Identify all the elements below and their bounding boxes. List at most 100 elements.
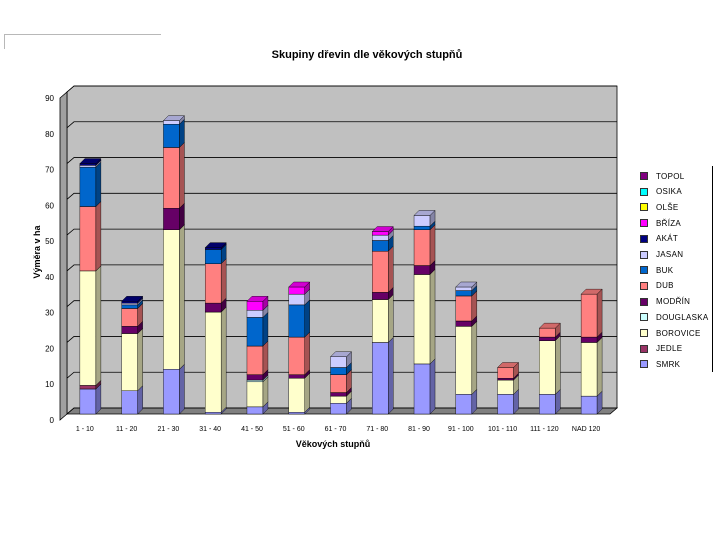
bar-segment — [79, 385, 97, 390]
legend-item: AKÁT — [640, 233, 678, 245]
bar-segment — [413, 363, 431, 415]
bar-segment — [121, 304, 138, 309]
bar-segment — [455, 290, 473, 297]
x-tick-label: 1 - 10 — [76, 426, 94, 433]
bar-segment — [163, 147, 180, 209]
legend-item: DUB — [640, 280, 674, 292]
bar-segment — [204, 263, 222, 304]
y-tick-label: 0 — [50, 416, 55, 425]
gridline — [66, 192, 617, 200]
bar-segment-top — [288, 281, 311, 288]
bar-segment-top — [121, 296, 144, 302]
y-tick-label: 70 — [45, 166, 54, 175]
legend-label: SMRK — [656, 359, 681, 369]
legend-label: OSIKA — [656, 187, 682, 197]
bar-segment — [204, 302, 222, 313]
bar-segment-top — [580, 288, 603, 295]
legend-item: BŘÍZA — [640, 217, 681, 229]
x-tick-label: 21 - 30 — [158, 426, 180, 433]
legend: TOPOL OSIKA OLŠE BŘÍZA AKÁT JASAN BUK DUB MODŘÍN… — [636, 166, 713, 372]
bar-segment-side — [262, 311, 269, 347]
bar-segment — [79, 166, 97, 207]
bar-segment-side — [95, 161, 102, 207]
bar-segment — [455, 320, 473, 327]
y-tick-label: 20 — [45, 344, 54, 353]
bar-segment — [246, 381, 264, 408]
bar-segment-side — [429, 224, 436, 267]
x-tick-label: 111 - 120 — [530, 426, 559, 433]
bar-segment-side — [95, 201, 102, 272]
bar-segment — [163, 369, 180, 415]
bar-segment-side — [137, 328, 143, 392]
x-tick-label: NAD 120 — [572, 426, 601, 433]
gridline — [66, 264, 617, 272]
bar-segment — [79, 206, 97, 272]
bar-segment — [204, 311, 222, 413]
bar-segment — [497, 378, 514, 381]
gridline — [66, 228, 617, 236]
bar-segment — [121, 326, 138, 334]
bar-segment — [372, 299, 389, 343]
bar-segment-side — [555, 335, 561, 395]
bar-segment — [413, 225, 431, 230]
legend-label: JASAN — [656, 250, 684, 259]
bar-segment-top — [413, 210, 436, 216]
legend-swatch — [640, 360, 648, 369]
bar-segment-side — [304, 372, 310, 413]
legend-swatch — [640, 344, 648, 353]
bar-segment — [288, 374, 305, 379]
bar-segment-side — [179, 141, 185, 209]
legend-item: JASAN — [640, 249, 683, 261]
bar-segment — [539, 327, 556, 338]
bar-segment — [246, 317, 264, 347]
legend-item: SMRK — [640, 358, 680, 370]
bar-segment — [497, 394, 514, 415]
x-tick-label: 71 - 80 — [366, 426, 388, 433]
bar-segment — [580, 342, 598, 397]
legend-swatch — [640, 266, 648, 275]
x-tick-label: 101 - 110 — [488, 426, 517, 433]
bar-segment — [121, 302, 138, 306]
chart-title: Skupiny dřevin dle věkových stupňů — [272, 49, 463, 61]
legend-label: BŘÍZA — [656, 218, 682, 228]
x-tick-label: 81 - 90 — [408, 426, 430, 433]
decorative-corner-line — [4, 34, 161, 49]
bar-segment — [539, 340, 556, 395]
bar-segment-top — [204, 242, 227, 248]
bar-segment — [204, 412, 222, 415]
y-tick-label: 30 — [45, 309, 54, 318]
bar-segment — [330, 403, 347, 415]
x-tick-label: 11 - 20 — [116, 426, 137, 433]
bar-segment — [246, 374, 264, 381]
y-axis-label: Výměra v ha — [32, 224, 42, 278]
bar-segment — [539, 336, 556, 341]
legend-label: BUK — [656, 265, 674, 275]
gridline — [66, 371, 617, 379]
bar-segment — [288, 304, 305, 338]
bar-segment — [372, 251, 389, 293]
legend-label: BOROVICE — [656, 328, 701, 338]
bar-segment-side — [179, 363, 185, 415]
bar-segment — [121, 301, 138, 304]
bar-segment-side — [388, 245, 394, 293]
bar-segment — [79, 270, 97, 386]
bar-segment — [288, 286, 305, 295]
legend-swatch — [640, 234, 648, 243]
legend-item: TOPOL — [640, 170, 684, 182]
legend-swatch — [640, 203, 648, 212]
legend-label: OLŠE — [656, 202, 679, 212]
bar-segment — [372, 234, 389, 241]
bar-segment — [330, 374, 347, 393]
bar-segment-side — [95, 265, 102, 386]
legend-swatch — [640, 297, 648, 306]
bar-segment — [288, 293, 305, 306]
bar-segment — [79, 388, 97, 415]
bar-segment — [288, 378, 305, 413]
bar-segment — [246, 406, 264, 415]
legend-label: TOPOL — [656, 171, 685, 181]
bar-segment — [372, 240, 389, 252]
legend-label: MODŘÍN — [656, 297, 691, 307]
legend-item: DOUGLASKA — [640, 311, 709, 323]
bar-segment — [79, 165, 97, 168]
y-tick-label: 90 — [45, 94, 54, 103]
